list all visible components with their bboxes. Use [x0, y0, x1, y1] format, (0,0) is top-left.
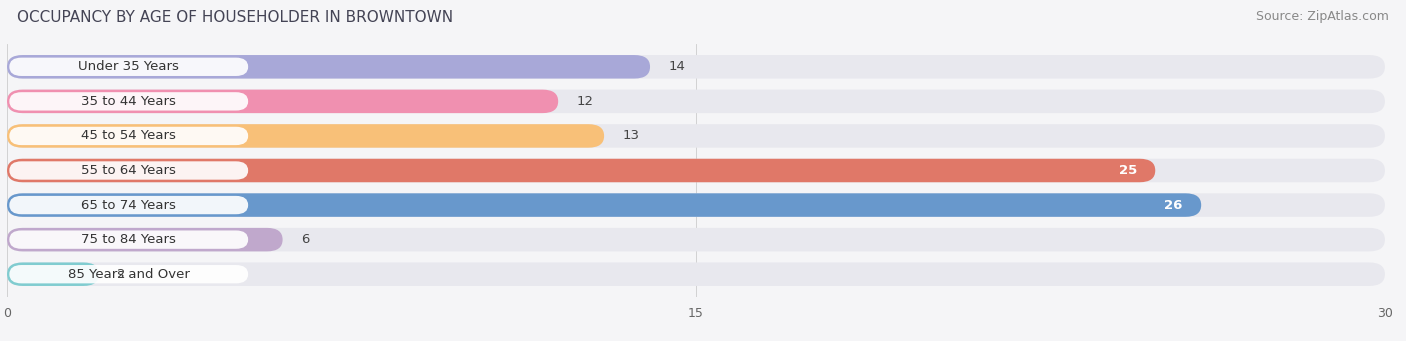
FancyBboxPatch shape	[7, 124, 605, 148]
FancyBboxPatch shape	[10, 58, 249, 76]
Text: 6: 6	[301, 233, 309, 246]
Text: 65 to 74 Years: 65 to 74 Years	[82, 198, 176, 211]
FancyBboxPatch shape	[7, 90, 558, 113]
FancyBboxPatch shape	[10, 265, 249, 283]
Text: 75 to 84 Years: 75 to 84 Years	[82, 233, 176, 246]
Text: 25: 25	[1119, 164, 1137, 177]
FancyBboxPatch shape	[10, 127, 249, 145]
FancyBboxPatch shape	[7, 55, 650, 78]
FancyBboxPatch shape	[7, 55, 1385, 78]
Text: 45 to 54 Years: 45 to 54 Years	[82, 130, 176, 143]
FancyBboxPatch shape	[7, 90, 1385, 113]
Text: 26: 26	[1164, 198, 1182, 211]
Text: 35 to 44 Years: 35 to 44 Years	[82, 95, 176, 108]
FancyBboxPatch shape	[10, 231, 249, 249]
FancyBboxPatch shape	[10, 196, 249, 214]
Text: 13: 13	[623, 130, 640, 143]
Text: Under 35 Years: Under 35 Years	[79, 60, 179, 73]
FancyBboxPatch shape	[7, 228, 1385, 251]
FancyBboxPatch shape	[7, 228, 283, 251]
Text: OCCUPANCY BY AGE OF HOUSEHOLDER IN BROWNTOWN: OCCUPANCY BY AGE OF HOUSEHOLDER IN BROWN…	[17, 10, 453, 25]
FancyBboxPatch shape	[7, 263, 1385, 286]
FancyBboxPatch shape	[7, 263, 98, 286]
Text: 2: 2	[117, 268, 125, 281]
FancyBboxPatch shape	[10, 161, 249, 180]
Text: 85 Years and Over: 85 Years and Over	[67, 268, 190, 281]
Text: 55 to 64 Years: 55 to 64 Years	[82, 164, 176, 177]
Text: 12: 12	[576, 95, 593, 108]
Text: Source: ZipAtlas.com: Source: ZipAtlas.com	[1256, 10, 1389, 23]
Text: 14: 14	[668, 60, 685, 73]
FancyBboxPatch shape	[7, 193, 1385, 217]
FancyBboxPatch shape	[7, 159, 1385, 182]
FancyBboxPatch shape	[7, 193, 1201, 217]
FancyBboxPatch shape	[10, 92, 249, 110]
FancyBboxPatch shape	[7, 124, 1385, 148]
FancyBboxPatch shape	[7, 159, 1156, 182]
